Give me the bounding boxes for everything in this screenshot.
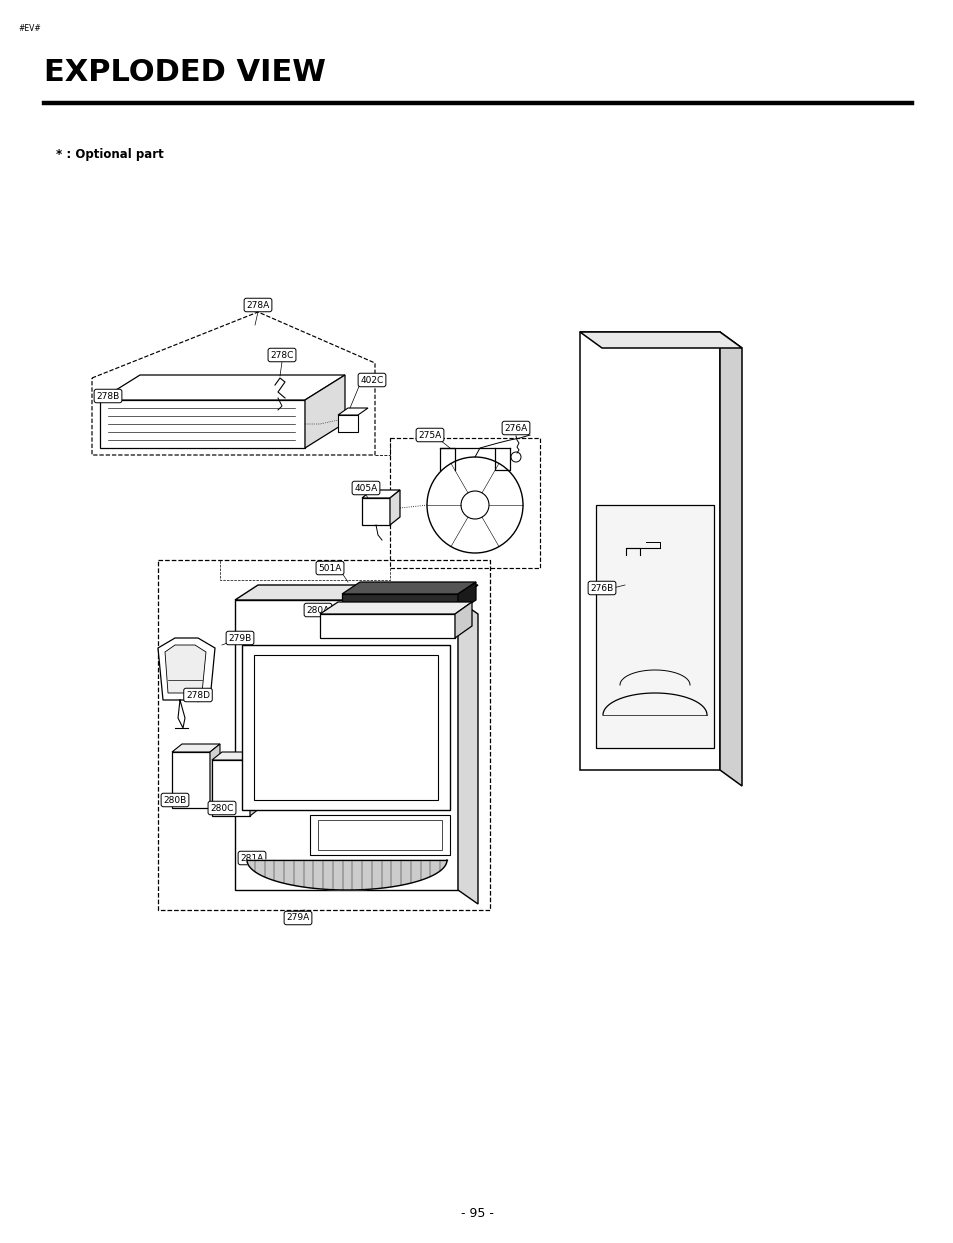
- Circle shape: [511, 452, 520, 462]
- Text: 281A: 281A: [240, 854, 263, 863]
- Polygon shape: [361, 490, 399, 498]
- Polygon shape: [242, 645, 450, 810]
- Polygon shape: [100, 400, 305, 447]
- Circle shape: [427, 457, 522, 553]
- Text: 279B: 279B: [228, 634, 252, 643]
- Polygon shape: [247, 860, 447, 890]
- Circle shape: [173, 802, 178, 805]
- Bar: [597, 508, 604, 516]
- Polygon shape: [234, 600, 457, 890]
- Circle shape: [705, 510, 710, 515]
- Polygon shape: [165, 645, 206, 694]
- Circle shape: [585, 336, 594, 344]
- Text: * : Optional part: * : Optional part: [56, 148, 164, 162]
- Polygon shape: [361, 498, 390, 525]
- Text: 278D: 278D: [186, 691, 210, 700]
- Circle shape: [598, 510, 603, 515]
- Text: 280C: 280C: [210, 803, 233, 813]
- Text: 280A: 280A: [306, 605, 330, 614]
- Text: 278C: 278C: [270, 351, 294, 359]
- Polygon shape: [319, 602, 472, 614]
- Polygon shape: [337, 415, 357, 433]
- Ellipse shape: [607, 525, 621, 532]
- Text: 278A: 278A: [246, 301, 270, 310]
- Polygon shape: [172, 752, 210, 808]
- Polygon shape: [596, 505, 713, 748]
- Polygon shape: [172, 745, 220, 752]
- Polygon shape: [253, 655, 437, 800]
- Text: 405A: 405A: [354, 484, 377, 492]
- Text: #EV#: #EV#: [18, 24, 41, 34]
- Text: 276B: 276B: [590, 583, 613, 593]
- Polygon shape: [250, 752, 260, 815]
- Circle shape: [652, 573, 666, 587]
- Circle shape: [173, 755, 178, 758]
- Polygon shape: [457, 600, 477, 904]
- Bar: [703, 508, 711, 516]
- Bar: [417, 617, 436, 635]
- Circle shape: [277, 403, 286, 411]
- Circle shape: [705, 738, 710, 743]
- Text: 275A: 275A: [418, 430, 441, 440]
- Polygon shape: [341, 594, 457, 612]
- Bar: [352, 617, 370, 635]
- Polygon shape: [337, 408, 368, 415]
- Polygon shape: [234, 585, 477, 600]
- Circle shape: [460, 491, 489, 520]
- Circle shape: [204, 755, 208, 758]
- Polygon shape: [158, 638, 214, 700]
- Polygon shape: [310, 815, 450, 855]
- Circle shape: [204, 802, 208, 805]
- Polygon shape: [210, 745, 220, 808]
- Polygon shape: [579, 332, 741, 348]
- Text: 402C: 402C: [360, 375, 383, 384]
- Ellipse shape: [619, 534, 629, 541]
- Text: 280B: 280B: [163, 796, 187, 804]
- Polygon shape: [212, 759, 250, 815]
- Text: 276A: 276A: [504, 424, 527, 433]
- Bar: [597, 737, 604, 745]
- Polygon shape: [579, 332, 720, 769]
- Text: 278B: 278B: [96, 392, 119, 400]
- Polygon shape: [455, 602, 472, 638]
- Polygon shape: [305, 375, 345, 447]
- Bar: [703, 737, 711, 745]
- Circle shape: [598, 738, 603, 743]
- Polygon shape: [212, 752, 260, 759]
- Text: EXPLODED VIEW: EXPLODED VIEW: [44, 58, 326, 87]
- Text: 279A: 279A: [286, 914, 310, 922]
- Circle shape: [641, 562, 678, 598]
- Polygon shape: [341, 582, 476, 594]
- Polygon shape: [319, 614, 455, 638]
- Bar: [395, 617, 414, 635]
- Text: - 95 -: - 95 -: [460, 1207, 493, 1219]
- Polygon shape: [720, 332, 741, 786]
- Bar: [330, 617, 348, 635]
- Polygon shape: [100, 375, 345, 400]
- Bar: [439, 617, 457, 635]
- Bar: [374, 617, 392, 635]
- Polygon shape: [457, 582, 476, 612]
- Text: 501A: 501A: [318, 563, 341, 573]
- Polygon shape: [390, 490, 399, 525]
